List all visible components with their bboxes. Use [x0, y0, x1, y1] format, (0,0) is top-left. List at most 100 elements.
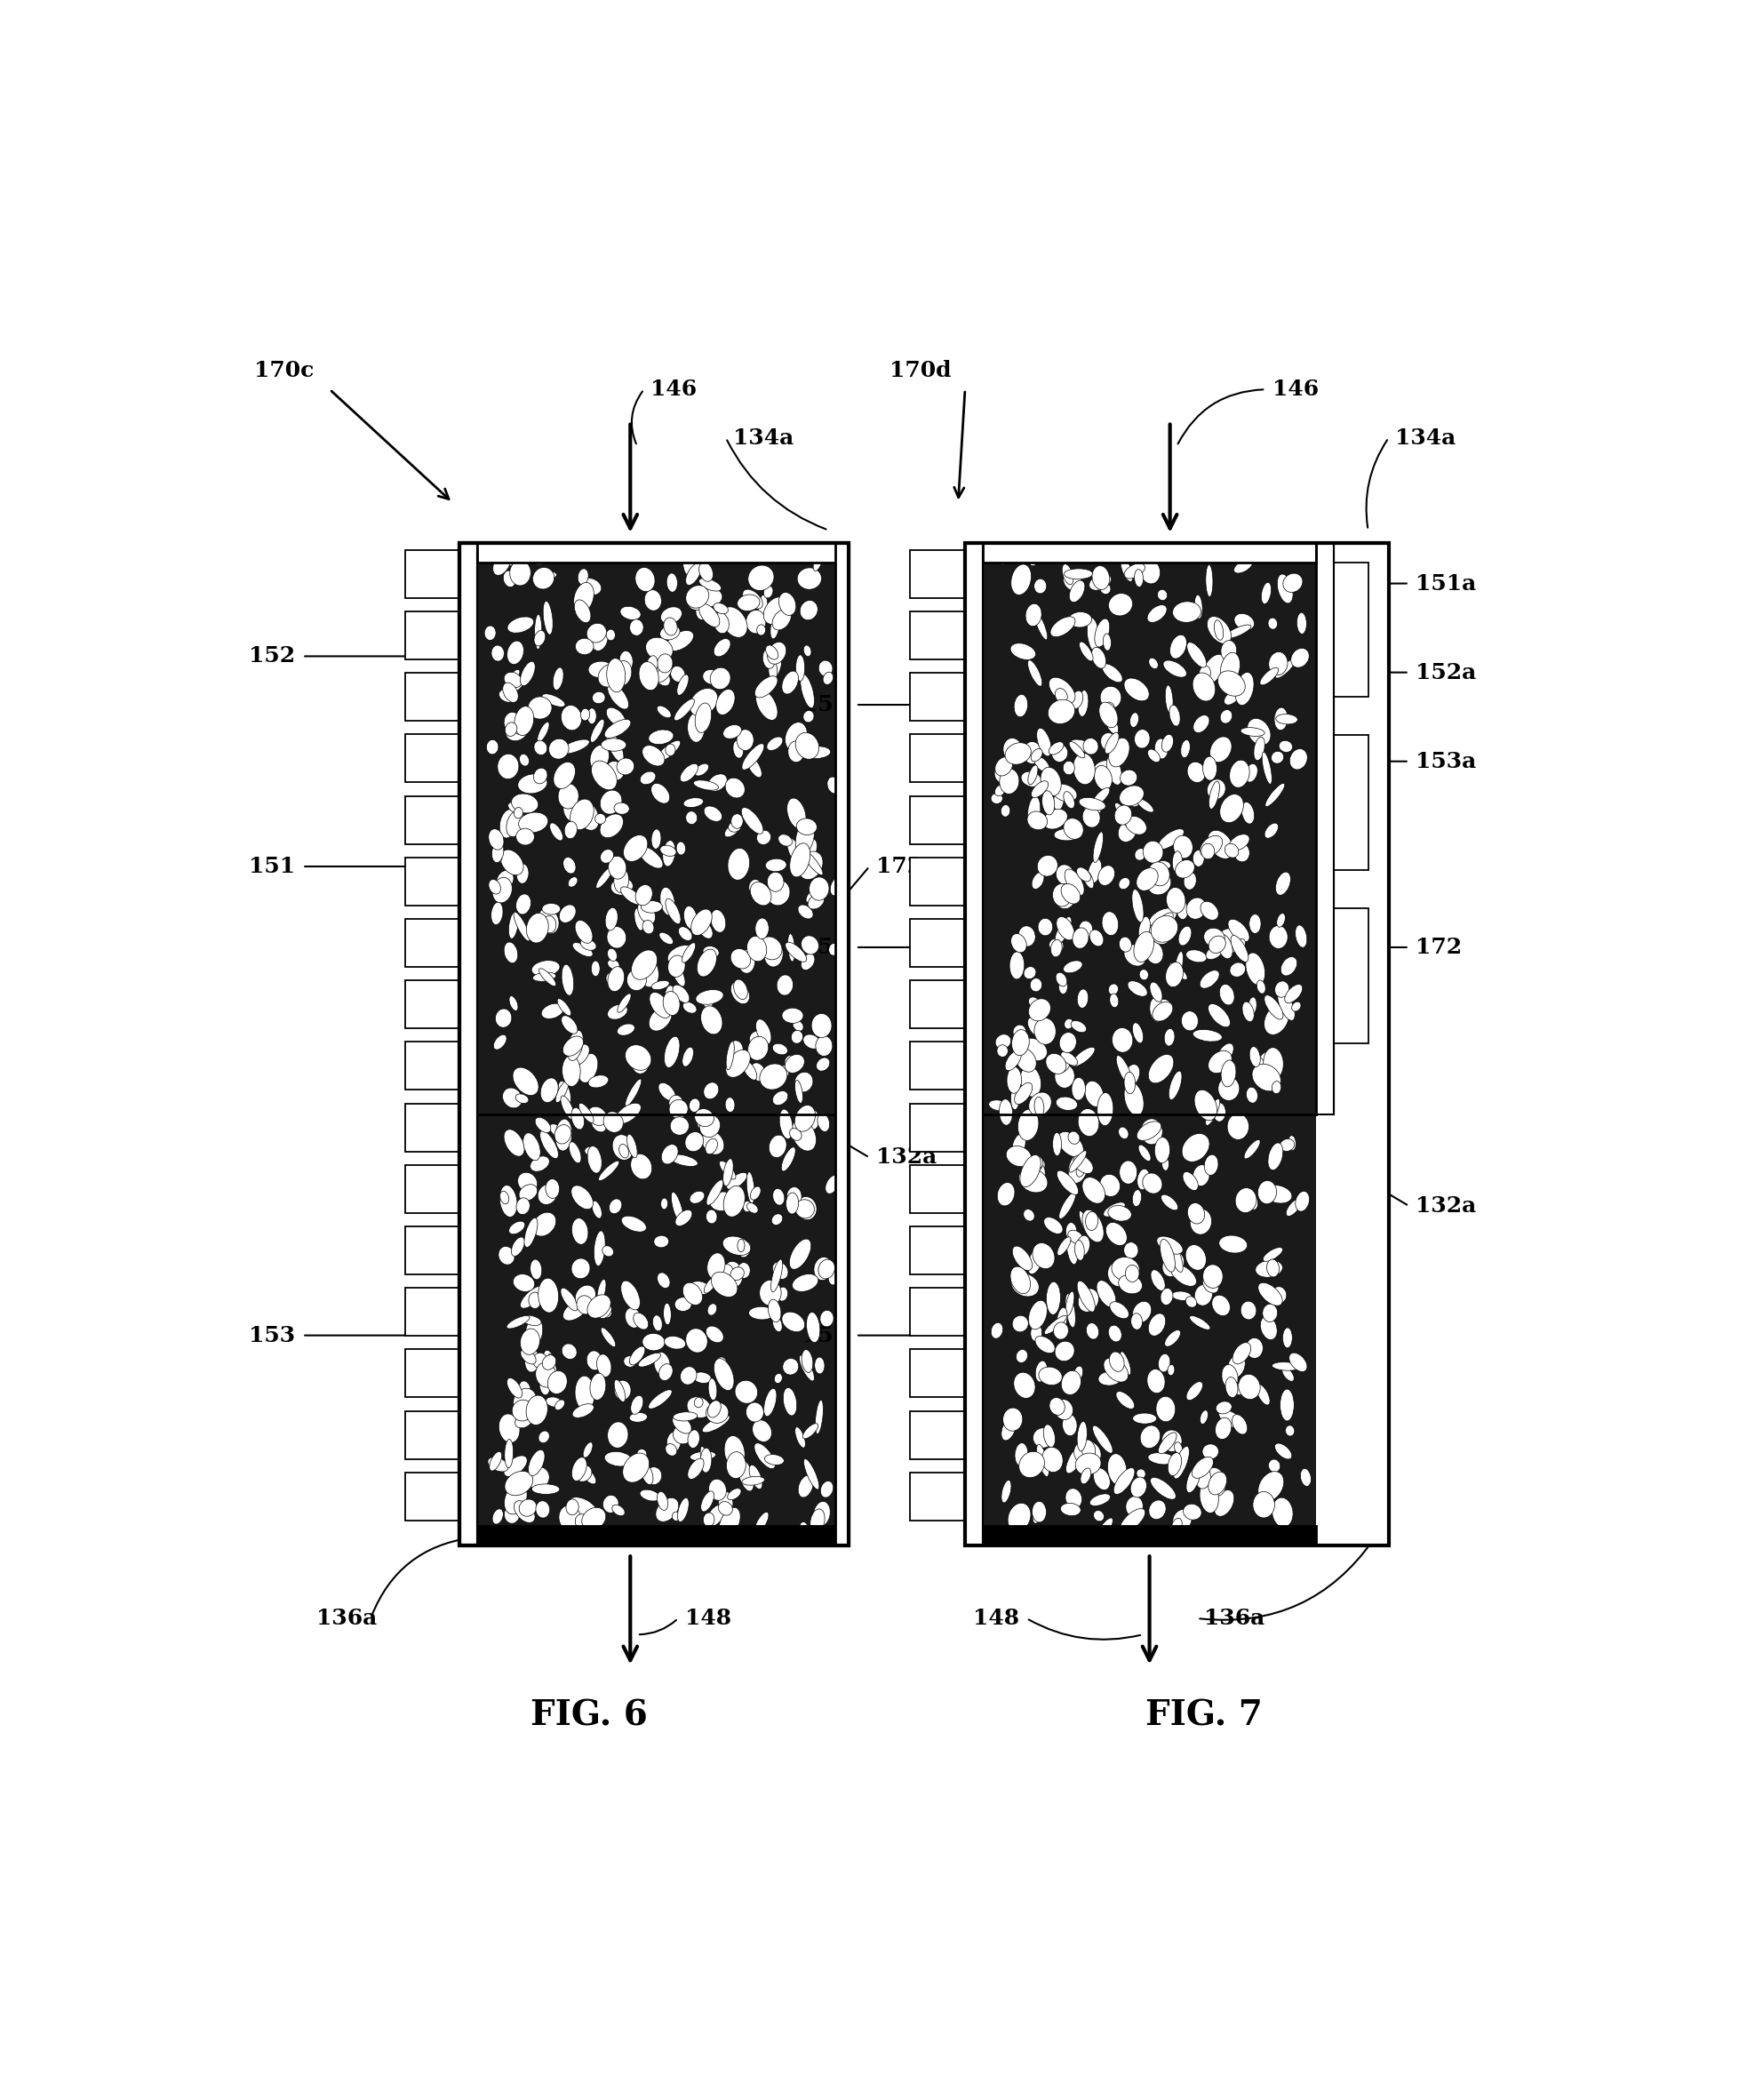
Ellipse shape [677, 674, 689, 695]
Ellipse shape [543, 916, 555, 932]
Ellipse shape [1208, 1472, 1227, 1495]
Ellipse shape [559, 1082, 571, 1105]
Ellipse shape [804, 710, 815, 722]
Ellipse shape [829, 943, 839, 956]
Bar [964, 544, 1389, 1546]
Ellipse shape [640, 1464, 652, 1485]
Ellipse shape [1220, 985, 1234, 1006]
Ellipse shape [686, 1132, 703, 1151]
Ellipse shape [571, 1258, 591, 1279]
Ellipse shape [608, 1004, 628, 1018]
Ellipse shape [557, 1000, 571, 1016]
Ellipse shape [1053, 783, 1077, 802]
Ellipse shape [547, 1396, 562, 1407]
Ellipse shape [1209, 737, 1232, 762]
Ellipse shape [1012, 1273, 1038, 1296]
Ellipse shape [723, 724, 742, 739]
Ellipse shape [1283, 1327, 1292, 1348]
Ellipse shape [1001, 804, 1010, 817]
Ellipse shape [666, 1432, 681, 1453]
Ellipse shape [1202, 1445, 1218, 1460]
Ellipse shape [1028, 811, 1047, 830]
Ellipse shape [1056, 1096, 1077, 1111]
Ellipse shape [703, 670, 721, 685]
Ellipse shape [698, 563, 714, 582]
Ellipse shape [1081, 1441, 1095, 1460]
Ellipse shape [1259, 1472, 1283, 1502]
Ellipse shape [510, 561, 531, 586]
Ellipse shape [1257, 1180, 1276, 1203]
Ellipse shape [1155, 739, 1167, 758]
Ellipse shape [561, 739, 589, 754]
Ellipse shape [1093, 1426, 1112, 1453]
Ellipse shape [1211, 1296, 1231, 1317]
Ellipse shape [1017, 1109, 1038, 1140]
Ellipse shape [601, 848, 614, 863]
Ellipse shape [792, 1031, 802, 1044]
Ellipse shape [1257, 1052, 1273, 1073]
Ellipse shape [1051, 939, 1061, 958]
Ellipse shape [1172, 1292, 1192, 1300]
Ellipse shape [730, 949, 751, 968]
Ellipse shape [1072, 1077, 1086, 1100]
Ellipse shape [513, 1388, 536, 1413]
Ellipse shape [656, 1497, 679, 1522]
Ellipse shape [705, 1138, 718, 1155]
Ellipse shape [1232, 1415, 1248, 1434]
Ellipse shape [502, 683, 518, 701]
Ellipse shape [538, 907, 559, 935]
Ellipse shape [1127, 1495, 1142, 1516]
Ellipse shape [1049, 939, 1063, 951]
Ellipse shape [1186, 762, 1206, 783]
Ellipse shape [1208, 1050, 1232, 1073]
Ellipse shape [1024, 1163, 1042, 1172]
Ellipse shape [1023, 741, 1042, 764]
Ellipse shape [700, 1115, 721, 1138]
Ellipse shape [684, 905, 696, 930]
Ellipse shape [1045, 779, 1054, 792]
Ellipse shape [569, 1497, 598, 1518]
Bar [964, 544, 982, 1546]
Ellipse shape [1278, 991, 1296, 1021]
Ellipse shape [517, 863, 529, 884]
Ellipse shape [642, 920, 654, 934]
Ellipse shape [562, 1344, 577, 1359]
Ellipse shape [504, 676, 524, 693]
Ellipse shape [1056, 1170, 1079, 1195]
Ellipse shape [1185, 1245, 1206, 1270]
Ellipse shape [532, 960, 561, 977]
Ellipse shape [1130, 1476, 1146, 1497]
Bar [982, 1527, 1317, 1546]
Ellipse shape [797, 567, 822, 590]
Ellipse shape [529, 1292, 541, 1308]
Bar [910, 857, 964, 905]
Ellipse shape [608, 683, 629, 710]
Ellipse shape [1132, 1413, 1157, 1424]
Ellipse shape [1151, 1270, 1165, 1292]
Ellipse shape [1142, 840, 1164, 863]
Bar [405, 1287, 460, 1336]
Ellipse shape [710, 1273, 737, 1298]
Ellipse shape [622, 1453, 649, 1483]
Ellipse shape [1257, 1384, 1269, 1405]
Ellipse shape [515, 1413, 532, 1428]
Ellipse shape [795, 733, 820, 760]
Ellipse shape [636, 1449, 647, 1460]
Ellipse shape [1123, 1241, 1139, 1258]
Ellipse shape [654, 1235, 668, 1247]
Ellipse shape [1072, 1048, 1095, 1067]
Ellipse shape [1095, 1518, 1112, 1544]
Ellipse shape [1130, 1312, 1142, 1329]
Ellipse shape [578, 1054, 598, 1084]
Text: 134a: 134a [733, 426, 793, 449]
Ellipse shape [1097, 1281, 1116, 1306]
Ellipse shape [1246, 1338, 1262, 1359]
Ellipse shape [1082, 1210, 1104, 1243]
Ellipse shape [1125, 678, 1149, 701]
Ellipse shape [1289, 750, 1308, 769]
Ellipse shape [1100, 1174, 1120, 1197]
Ellipse shape [772, 1044, 788, 1054]
Ellipse shape [518, 775, 547, 794]
Ellipse shape [688, 712, 705, 741]
Ellipse shape [1081, 1468, 1091, 1485]
